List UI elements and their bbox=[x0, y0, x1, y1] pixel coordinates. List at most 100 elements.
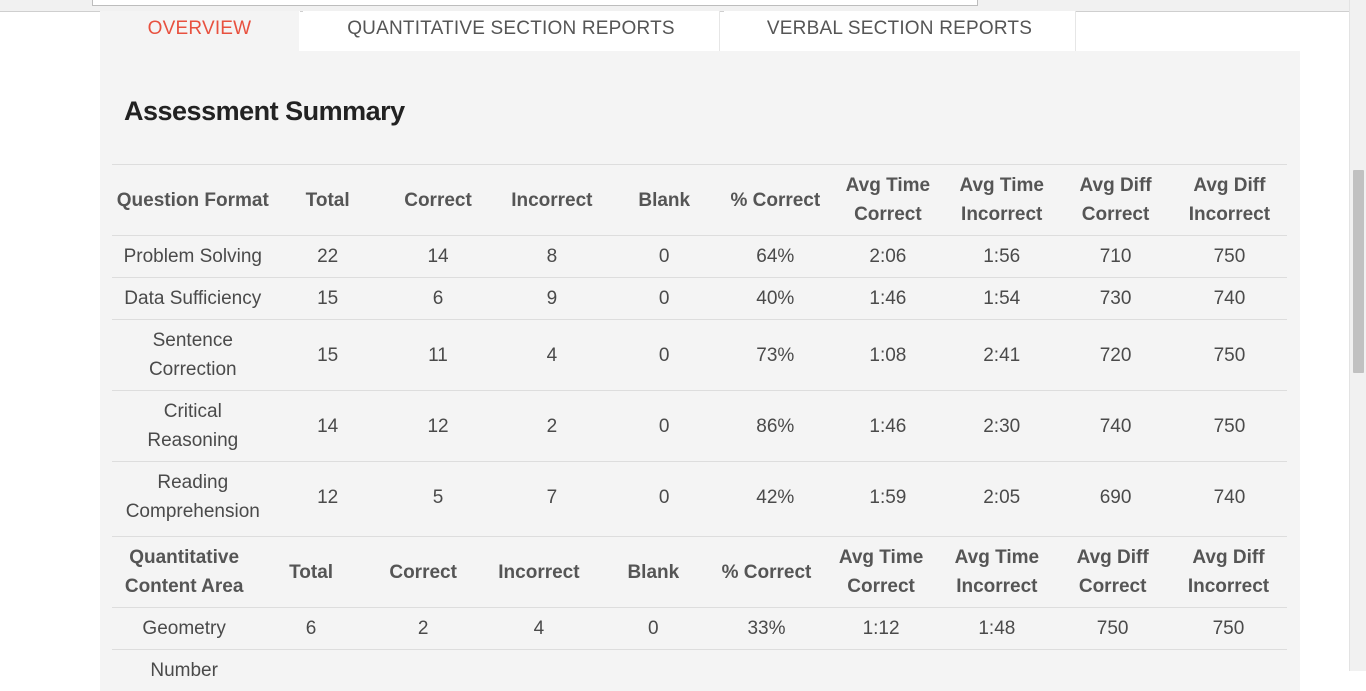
table-cell: 9 bbox=[494, 278, 609, 320]
header-quantitative-content-area: Quantitative Content Area bbox=[112, 537, 256, 608]
table-cell: 86% bbox=[719, 391, 832, 462]
table-cell: 6 bbox=[256, 608, 366, 650]
table-cell: 40% bbox=[719, 278, 832, 320]
table-cell: 7 bbox=[494, 462, 609, 533]
table-cell: Reading Comprehension bbox=[112, 462, 274, 533]
table-cell: Sentence Correction bbox=[112, 320, 274, 391]
table-cell: 750 bbox=[1172, 320, 1287, 391]
table-cell: 42% bbox=[719, 462, 832, 533]
table-cell: 1:59 bbox=[832, 462, 945, 533]
table-cell: 0 bbox=[597, 608, 709, 650]
table-cell: 740 bbox=[1059, 391, 1172, 462]
table-cell: 0 bbox=[609, 391, 719, 462]
header-incorrect: Incorrect bbox=[480, 537, 597, 608]
table-cell: 0 bbox=[609, 236, 719, 278]
table-cell: 1:08 bbox=[832, 320, 945, 391]
table-cell: 33% bbox=[709, 608, 824, 650]
header-avg-time-correct: Avg Time Correct bbox=[824, 537, 939, 608]
address-bar[interactable] bbox=[92, 0, 978, 6]
table-cell bbox=[824, 650, 939, 691]
header-avg-time-correct: Avg Time Correct bbox=[832, 165, 945, 236]
tab-verbal-section-reports[interactable]: VERBAL SECTION REPORTS bbox=[724, 11, 1076, 51]
table-cell bbox=[366, 650, 481, 691]
header-percent-correct: % Correct bbox=[709, 537, 824, 608]
header-avg-diff-correct: Avg Diff Correct bbox=[1055, 537, 1170, 608]
header-blank: Blank bbox=[609, 165, 719, 236]
table-cell: 14 bbox=[382, 236, 495, 278]
table-cell: 1:46 bbox=[832, 278, 945, 320]
table-cell: 750 bbox=[1170, 608, 1287, 650]
table-header-row: Quantitative Content Area Total Correct … bbox=[112, 537, 1287, 608]
table-cell: 15 bbox=[274, 278, 382, 320]
table-cell: 2:30 bbox=[944, 391, 1059, 462]
header-avg-diff-correct: Avg Diff Correct bbox=[1059, 165, 1172, 236]
table-cell: 12 bbox=[274, 462, 382, 533]
table-cell bbox=[480, 650, 597, 691]
header-percent-correct: % Correct bbox=[719, 165, 832, 236]
table-cell bbox=[1055, 650, 1170, 691]
table-cell: 2:05 bbox=[944, 462, 1059, 533]
question-format-table: Question Format Total Correct Incorrect … bbox=[112, 164, 1287, 532]
header-question-format: Question Format bbox=[112, 165, 274, 236]
table-cell: 0 bbox=[609, 278, 719, 320]
table-cell: 5 bbox=[382, 462, 495, 533]
table-cell: 11 bbox=[382, 320, 495, 391]
table-cell: 750 bbox=[1172, 236, 1287, 278]
tab-quantitative-section-reports[interactable]: QUANTITATIVE SECTION REPORTS bbox=[303, 11, 720, 51]
header-avg-diff-incorrect: Avg Diff Incorrect bbox=[1170, 537, 1287, 608]
header-blank: Blank bbox=[597, 537, 709, 608]
table-cell: 2 bbox=[494, 391, 609, 462]
table-cell: Problem Solving bbox=[112, 236, 274, 278]
table-cell: 6 bbox=[382, 278, 495, 320]
table-cell: 73% bbox=[719, 320, 832, 391]
table-cell: Geometry bbox=[112, 608, 256, 650]
header-avg-time-incorrect: Avg Time Incorrect bbox=[938, 537, 1055, 608]
table-cell: 1:46 bbox=[832, 391, 945, 462]
table-cell: 14 bbox=[274, 391, 382, 462]
tab-overview[interactable]: OVERVIEW bbox=[100, 11, 300, 51]
table-header-row: Question Format Total Correct Incorrect … bbox=[112, 165, 1287, 236]
assessment-summary-title: Assessment Summary bbox=[124, 96, 405, 127]
table-cell: Critical Reasoning bbox=[112, 391, 274, 462]
header-avg-diff-incorrect: Avg Diff Incorrect bbox=[1172, 165, 1287, 236]
table-cell: 720 bbox=[1059, 320, 1172, 391]
table-cell: 1:56 bbox=[944, 236, 1059, 278]
header-total: Total bbox=[256, 537, 366, 608]
table-cell: 740 bbox=[1172, 278, 1287, 320]
table-cell: 1:12 bbox=[824, 608, 939, 650]
quantitative-content-area-table: Quantitative Content Area Total Correct … bbox=[112, 536, 1287, 691]
table-cell: 0 bbox=[609, 320, 719, 391]
header-correct: Correct bbox=[366, 537, 481, 608]
table-cell bbox=[256, 650, 366, 691]
table-cell bbox=[709, 650, 824, 691]
header-correct: Correct bbox=[382, 165, 495, 236]
table-cell: 1:48 bbox=[938, 608, 1055, 650]
table-cell: 2:41 bbox=[944, 320, 1059, 391]
table-cell: 12 bbox=[382, 391, 495, 462]
table-cell: 4 bbox=[480, 608, 597, 650]
table-cell: 22 bbox=[274, 236, 382, 278]
table-cell bbox=[597, 650, 709, 691]
table-cell: Number bbox=[112, 650, 256, 691]
table-cell: 750 bbox=[1055, 608, 1170, 650]
table-cell: 730 bbox=[1059, 278, 1172, 320]
table-cell: 2 bbox=[366, 608, 481, 650]
table-cell bbox=[938, 650, 1055, 691]
table-row: Number bbox=[112, 650, 1287, 691]
header-total: Total bbox=[274, 165, 382, 236]
table-cell: 740 bbox=[1172, 462, 1287, 533]
table-cell: 64% bbox=[719, 236, 832, 278]
table-cell: 710 bbox=[1059, 236, 1172, 278]
table-cell: Data Sufficiency bbox=[112, 278, 274, 320]
table-cell: 1:54 bbox=[944, 278, 1059, 320]
vertical-scrollbar[interactable] bbox=[1349, 0, 1366, 671]
table-cell: 15 bbox=[274, 320, 382, 391]
scrollbar-thumb[interactable] bbox=[1353, 170, 1364, 373]
